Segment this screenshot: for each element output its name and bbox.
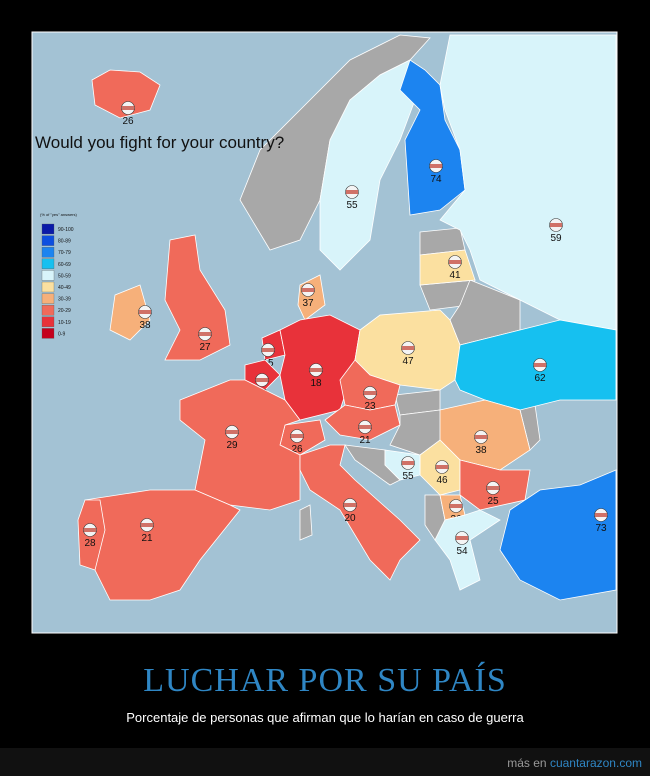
flag-stripe	[402, 346, 414, 350]
footer-prefix: más en	[507, 756, 547, 770]
caption-title: LUCHAR POR SU PAÍS	[143, 662, 507, 699]
flag-stripe	[359, 425, 371, 429]
flag-stripe	[450, 504, 462, 508]
legend-label: 50-59	[58, 273, 71, 279]
value-label: 73	[595, 523, 607, 534]
flag-stripe	[344, 503, 356, 507]
value-label: 21	[359, 435, 371, 446]
legend-title: (% of "yes" answers)	[40, 212, 78, 217]
value-label: 28	[84, 538, 96, 549]
flag-stripe	[430, 164, 442, 168]
value-label: 46	[436, 475, 448, 486]
legend-swatch	[41, 293, 55, 304]
flag-stripe	[310, 368, 322, 372]
legend-label: 20-29	[58, 308, 71, 314]
legend-label: 30-39	[58, 297, 71, 303]
legend-swatch	[41, 247, 55, 258]
flag-stripe	[139, 310, 151, 314]
flag-stripe	[141, 523, 153, 527]
flag-stripe	[122, 106, 134, 110]
value-label: 26	[122, 116, 134, 127]
legend-label: 70-79	[58, 250, 71, 256]
legend-swatch	[41, 281, 55, 293]
footer: más en cuantarazon.com	[507, 756, 642, 770]
value-label: 21	[141, 533, 153, 544]
flag-stripe	[302, 288, 314, 292]
legend-label: 40-49	[58, 285, 71, 291]
value-label: 37	[302, 298, 314, 309]
flag-stripe	[436, 465, 448, 469]
value-label: 26	[291, 444, 303, 455]
legend-swatch	[41, 305, 55, 316]
flag-stripe	[364, 391, 376, 395]
flag-stripe	[475, 435, 487, 439]
flag-stripe	[487, 486, 499, 490]
value-label: 62	[534, 373, 546, 384]
flag-stripe	[402, 461, 414, 465]
flag-stripe	[226, 430, 238, 434]
legend-label: 60-69	[58, 262, 71, 268]
flag-stripe	[84, 528, 96, 532]
value-label: 54	[456, 546, 468, 557]
flag-stripe	[534, 363, 546, 367]
legend-swatch	[41, 258, 55, 269]
legend-label: 0-9	[58, 331, 65, 337]
footer-link[interactable]: cuantarazon.com	[549, 756, 642, 770]
flag-stripe	[449, 260, 461, 264]
map-title: Would you fight for your country?	[35, 133, 284, 152]
value-label: 47	[402, 356, 414, 367]
map: 2655745941373827151918476223212629212820…	[31, 31, 618, 634]
countries: 2655745941373827151918476223212629212820…	[77, 34, 617, 601]
flag-stripe	[456, 536, 468, 540]
value-label: 55	[346, 200, 358, 211]
value-label: 38	[139, 320, 151, 331]
legend-label: 80-89	[58, 239, 71, 245]
flag-stripe	[346, 190, 358, 194]
flag-stripe	[595, 513, 607, 517]
value-label: 55	[402, 471, 414, 482]
united-kingdom	[164, 234, 231, 361]
legend-swatch	[41, 316, 55, 327]
value-label: 41	[449, 270, 461, 281]
value-label: 20	[344, 513, 356, 524]
france	[179, 379, 301, 511]
latvia	[419, 249, 476, 286]
legend-swatch	[41, 328, 55, 339]
ireland	[109, 284, 151, 341]
value-label: 59	[550, 233, 562, 244]
sweden	[319, 59, 416, 271]
turkey	[499, 469, 617, 601]
italy	[299, 444, 421, 581]
value-label: 25	[487, 496, 499, 507]
value-label: 27	[199, 342, 211, 353]
legend-swatch	[41, 270, 55, 281]
greece	[434, 509, 501, 591]
value-label: 23	[364, 401, 376, 412]
flag-stripe	[256, 378, 268, 382]
value-label: 29	[226, 440, 238, 451]
legend: 90-100 80-89 70-79 60-69 50-59 40-49 30-39 20-2…	[41, 223, 74, 339]
flag-stripe	[550, 223, 562, 227]
flag-stripe	[262, 348, 274, 352]
finland	[399, 59, 466, 216]
value-label: 18	[310, 378, 322, 389]
flag-stripe	[199, 332, 211, 336]
legend-swatch	[41, 223, 55, 235]
value-label: 38	[475, 445, 487, 456]
flag-stripe	[291, 434, 303, 438]
sardinia	[299, 504, 313, 541]
value-label: 74	[430, 174, 442, 185]
legend-label: 10-19	[58, 320, 71, 326]
caption-subtitle: Porcentaje de personas que afirman que l…	[126, 710, 524, 725]
footer-bar	[0, 748, 650, 776]
iceland	[91, 69, 161, 119]
legend-swatch	[41, 235, 55, 246]
legend-label: 90-100	[58, 227, 74, 233]
